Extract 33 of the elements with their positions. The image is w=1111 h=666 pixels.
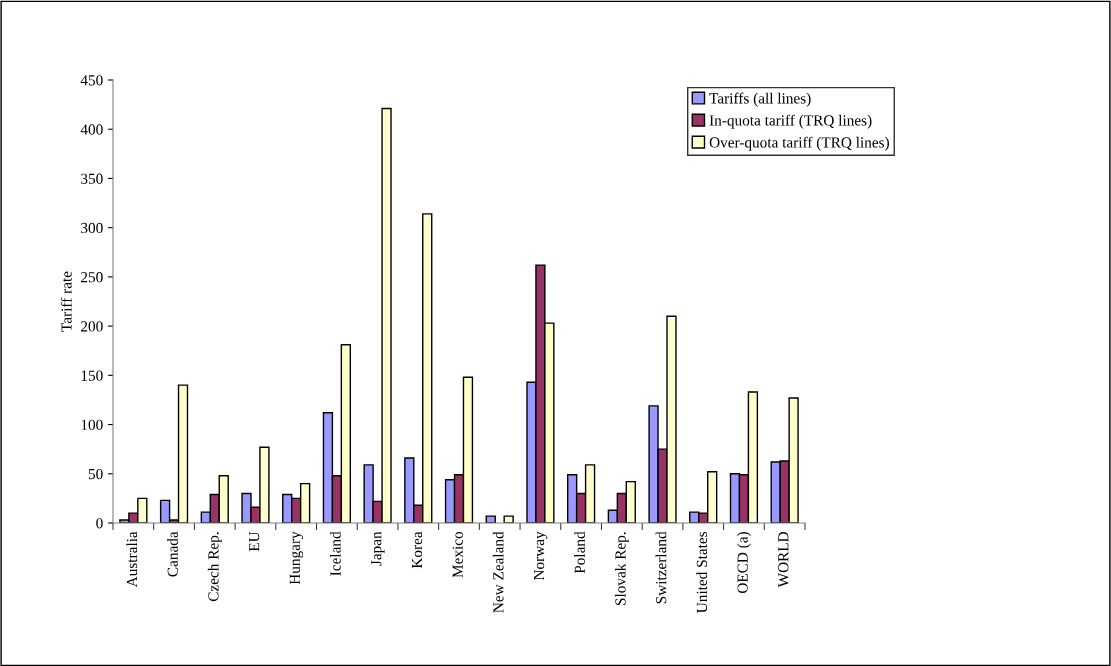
x-tick-label: Japan <box>371 531 385 566</box>
y-tick-label: 400 <box>80 124 103 135</box>
x-tick-label: EU <box>249 531 260 552</box>
y-tick-label: 100 <box>81 419 103 431</box>
y-tick-label: 350 <box>81 173 103 184</box>
x-tick-label: Slovak Rep. <box>614 532 629 605</box>
legend-label: In-quota tariff (TRQ lines) <box>709 114 872 129</box>
x-tick-label: Canada <box>167 531 178 577</box>
x-tick-label: Korea <box>411 531 423 569</box>
x-tick-label: Czech Rep. <box>207 532 222 602</box>
y-tick-label: 200 <box>81 321 103 332</box>
y-tick-label: 300 <box>81 222 103 234</box>
x-tick-label: Hungary <box>289 531 304 585</box>
y-tick-label: 250 <box>81 272 103 283</box>
y-tick-label: 450 <box>80 75 103 86</box>
legend-label: Tariffs (all lines) <box>709 92 811 107</box>
x-tick-label: Switzerland <box>655 531 667 604</box>
y-tick-label: 0 <box>96 518 103 529</box>
x-tick-label: OECD (a) <box>737 532 751 594</box>
x-tick-label: WORLD <box>778 531 789 588</box>
bar <box>503 515 514 523</box>
x-tick-label: United States <box>696 531 708 613</box>
x-tick-label: New Zealand <box>492 531 504 613</box>
x-tick-label: Iceland <box>329 531 341 576</box>
x-tick-label: Poland <box>574 531 585 574</box>
y-axis-title: Tariff rate <box>60 271 72 332</box>
bar <box>485 515 496 523</box>
x-tick-label: Australia <box>126 531 138 588</box>
x-tick-label: Mexico <box>452 531 463 578</box>
y-tick-label: 150 <box>81 370 103 381</box>
x-tick-label: Norway <box>534 531 548 581</box>
y-tick-label: 50 <box>88 468 103 480</box>
legend-label: Over-quota tariff (TRQ lines) <box>709 136 889 151</box>
